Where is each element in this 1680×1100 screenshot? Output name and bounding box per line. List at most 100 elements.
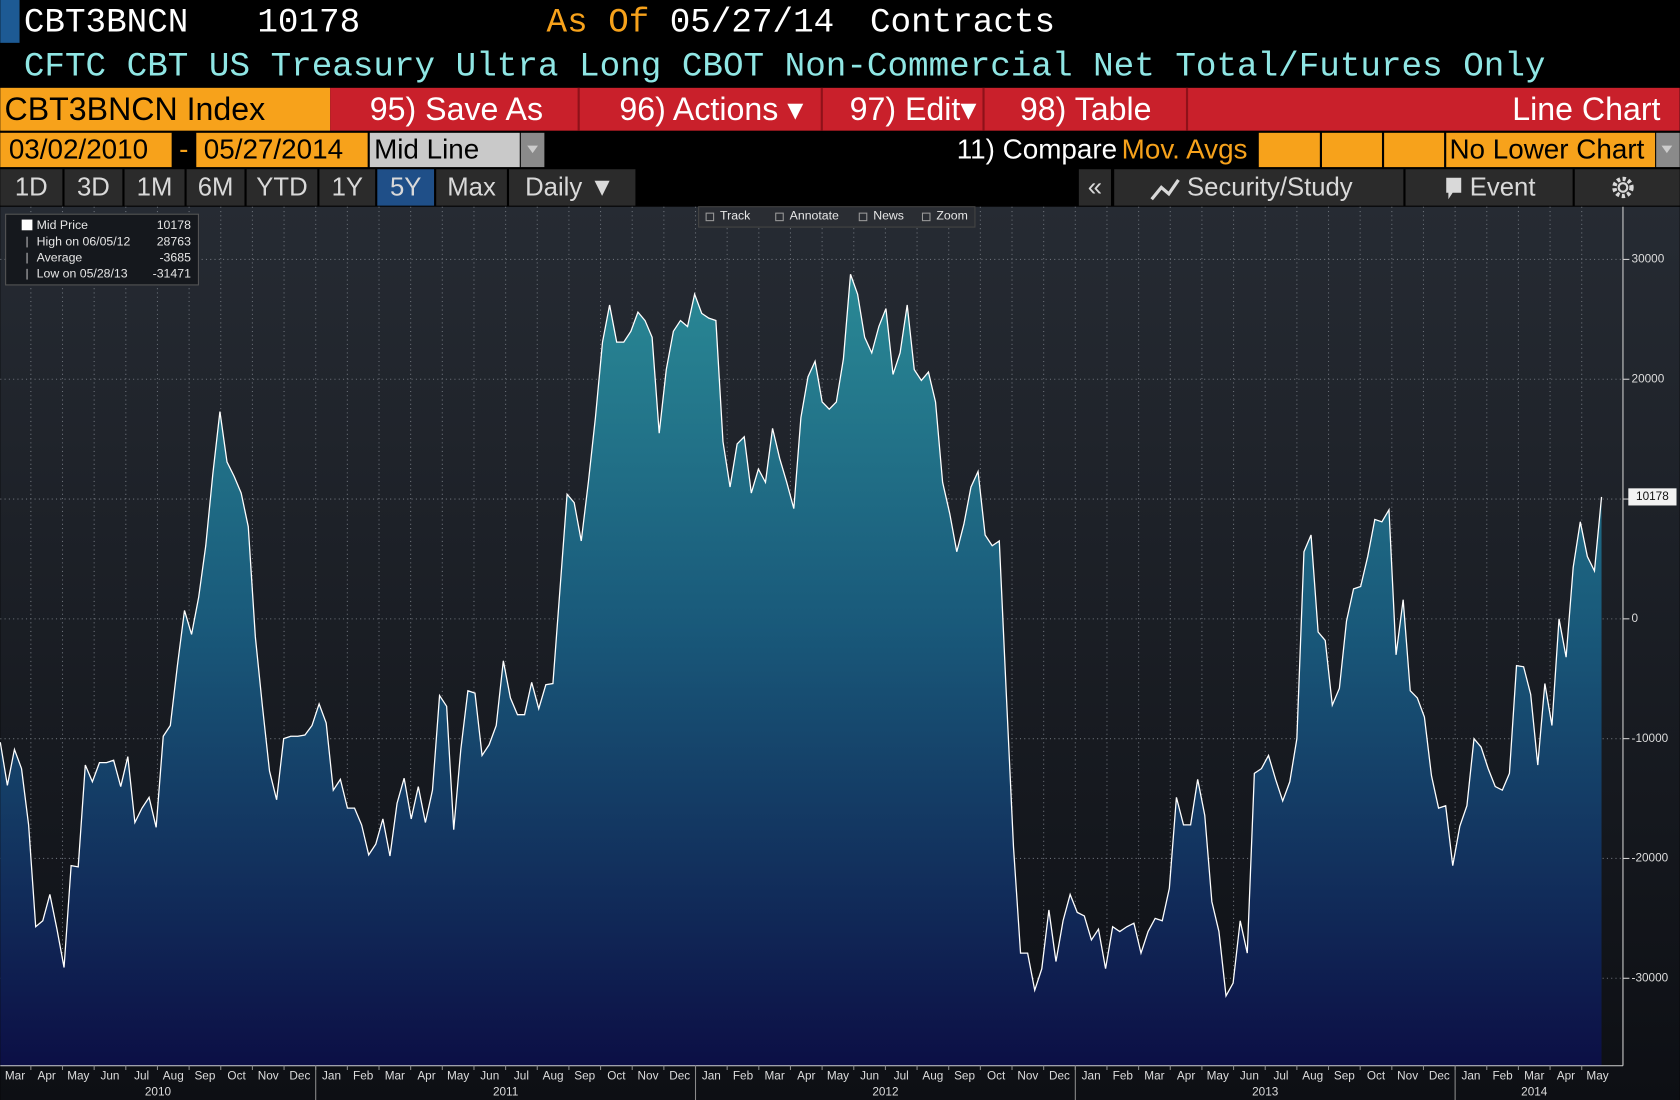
data-point (998, 539, 1001, 542)
data-point (714, 319, 717, 322)
period-button[interactable] (377, 169, 435, 206)
frequency-button[interactable] (509, 169, 636, 206)
period-button[interactable] (64, 169, 123, 206)
lower-chart[interactable]: No Lower Chart (1449, 133, 1644, 164)
toolbar-button[interactable]: 95) Save As (370, 91, 543, 127)
data-point (1083, 914, 1086, 917)
period-button[interactable] (436, 169, 507, 206)
period-label[interactable]: 1D (15, 173, 48, 201)
period-label[interactable]: 5Y (390, 173, 421, 201)
data-point (353, 807, 356, 810)
data-point (615, 340, 618, 343)
frequency[interactable]: Daily ▼ (525, 173, 615, 201)
x-tick-label: Dec (1429, 1070, 1450, 1083)
chart-tool[interactable]: Annotate (790, 209, 839, 223)
x-tick-label: Jan (1461, 1070, 1480, 1083)
period-button[interactable] (0, 169, 63, 206)
collapse[interactable]: « (1088, 173, 1102, 201)
x-tick-label: Nov (1017, 1070, 1038, 1083)
x-tick-label: Jun (480, 1070, 499, 1083)
period-label[interactable]: YTD (256, 173, 307, 201)
toolbar-button[interactable]: 96) Actions ▾ (619, 91, 803, 127)
period-label[interactable]: 6M (198, 173, 234, 201)
data-point (849, 273, 852, 276)
x-tick-label: May (447, 1070, 469, 1083)
data-point (1267, 754, 1270, 757)
date-separator: - (179, 133, 188, 164)
chart-tool[interactable]: Zoom (936, 209, 967, 223)
compare[interactable]: 11) Compare (957, 133, 1117, 164)
data-point (77, 865, 80, 868)
data-point (176, 664, 179, 667)
security[interactable]: CBT3BNCN Index (5, 91, 266, 127)
period-label[interactable]: Max (447, 173, 496, 201)
data-point (155, 826, 158, 829)
data-point (1146, 930, 1149, 933)
toolbar-button[interactable]: 97) Edit▾ (850, 91, 977, 127)
period-button[interactable] (246, 169, 318, 206)
legend-value: 28763 (157, 234, 191, 248)
start-date[interactable]: 03/02/2010 (9, 133, 148, 164)
event-button[interactable] (1405, 169, 1573, 206)
event-icon (1446, 177, 1462, 200)
view-label: Line Chart (1512, 91, 1660, 127)
study[interactable]: Security/Study (1187, 173, 1353, 201)
data-point (580, 539, 583, 542)
data-point (1040, 967, 1043, 970)
dropdown-arrow (1661, 145, 1673, 154)
data-point (91, 780, 94, 783)
period-button[interactable] (124, 169, 185, 206)
data-point (1118, 930, 1121, 933)
data-point (1394, 653, 1397, 656)
data-point (587, 481, 590, 484)
end-date-field[interactable] (196, 132, 368, 168)
security-field[interactable] (0, 87, 331, 131)
data-point (1600, 495, 1603, 498)
data-point (1224, 994, 1227, 997)
mode-field[interactable] (369, 132, 520, 168)
moving-averages[interactable]: Mov. Avgs (1122, 133, 1248, 164)
area-fill (0, 274, 1602, 1066)
data-point (1550, 724, 1553, 727)
x-tick-label: Mar (1524, 1070, 1544, 1083)
data-point (1125, 925, 1128, 928)
data-point (693, 293, 696, 296)
x-tick-label: Apr (797, 1070, 815, 1083)
period-label[interactable]: 1Y (332, 173, 363, 201)
data-point (1565, 656, 1568, 659)
data-point (133, 821, 136, 824)
data-point (268, 769, 271, 772)
toolbar-button[interactable]: 98) Table (1020, 91, 1152, 127)
lower-chart-field[interactable] (1446, 132, 1656, 168)
chart-tool[interactable]: News (873, 209, 904, 223)
collapse-button[interactable] (1078, 169, 1111, 206)
x-tick-label: Sep (954, 1070, 975, 1083)
tool-icon (858, 212, 868, 222)
header-bg (0, 0, 1680, 88)
data-point (325, 721, 328, 724)
data-point (1352, 587, 1355, 590)
mode[interactable]: Mid Line (374, 133, 479, 164)
dropdown-arrow (527, 145, 538, 154)
data-point (842, 357, 845, 360)
chart-tool[interactable]: Track (720, 209, 751, 223)
x-tick-label: Aug (163, 1070, 184, 1083)
legend-label: Average (37, 250, 83, 264)
end-date[interactable]: 05/27/2014 (204, 133, 343, 164)
start-date-field[interactable] (0, 132, 172, 168)
ma-field[interactable] (1321, 132, 1382, 168)
data-point (282, 737, 285, 740)
ma-field[interactable] (1258, 132, 1320, 168)
data-point (247, 525, 250, 528)
x-tick-label: Mar (385, 1070, 405, 1083)
period-button[interactable] (319, 169, 376, 206)
period-label[interactable]: 3D (77, 173, 110, 201)
period-button[interactable] (186, 169, 245, 206)
data-point (1012, 845, 1015, 848)
data-point (98, 761, 101, 764)
period-label[interactable]: 1M (137, 173, 173, 201)
data-point (757, 467, 760, 470)
ma-field[interactable] (1384, 132, 1445, 168)
event[interactable]: Event (1470, 173, 1536, 201)
data-point (381, 817, 384, 820)
